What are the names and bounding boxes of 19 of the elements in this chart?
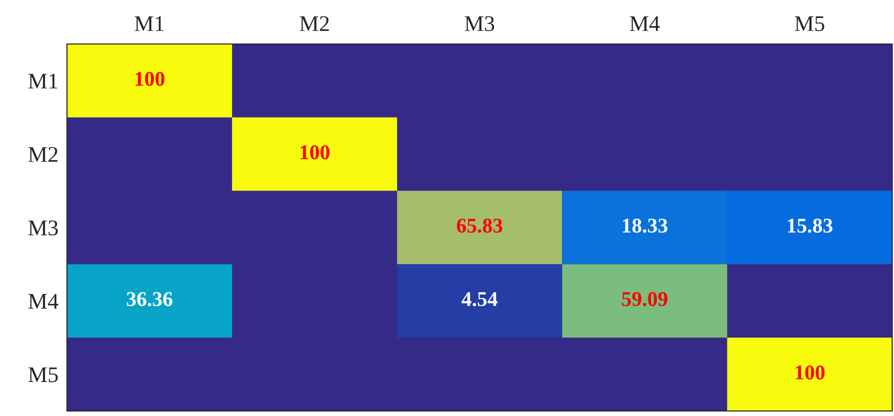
data-label: 65.83 — [456, 218, 502, 233]
y-tick-label: M4 — [28, 294, 58, 309]
x-tick-label: M4 — [630, 16, 660, 31]
y-tick-label: M5 — [28, 367, 58, 382]
data-label: 4.54 — [462, 292, 498, 306]
data-label: 100 — [300, 145, 330, 160]
y-tick-label: M3 — [28, 220, 58, 236]
x-tick-label: M5 — [794, 16, 824, 32]
data-label: 100 — [796, 365, 825, 380]
data-label: 100 — [136, 72, 164, 86]
y-tick-label: M1 — [28, 74, 58, 88]
data-label: 15.83 — [788, 218, 832, 233]
x-tick-label: M2 — [300, 16, 329, 31]
data-label: 36.36 — [126, 292, 172, 306]
x-tick-label: M1 — [134, 16, 164, 31]
y-tick-label: M2 — [28, 147, 58, 162]
data-label: 18.33 — [622, 218, 668, 233]
x-tick-label: M3 — [464, 16, 494, 32]
data-label: 59.09 — [622, 292, 668, 306]
